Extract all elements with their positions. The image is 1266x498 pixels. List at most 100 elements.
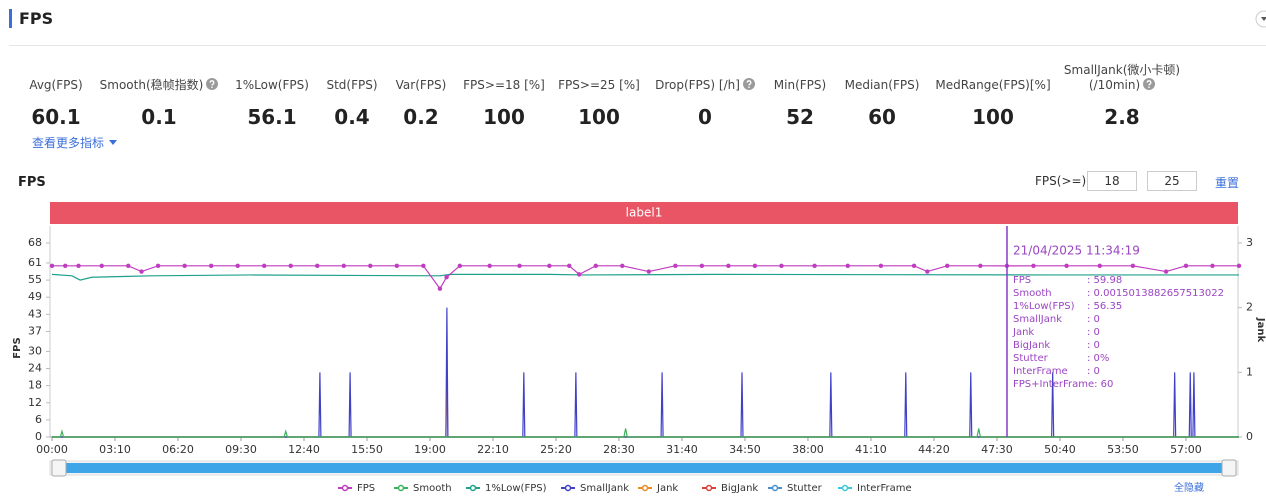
data-point: [1064, 263, 1069, 269]
data-point: [315, 263, 320, 269]
help-icon[interactable]: [206, 78, 219, 90]
y2-tick-label: 1: [1246, 365, 1253, 378]
data-point: [593, 263, 598, 269]
tooltip-value: : 0: [1087, 340, 1100, 351]
metric-label-text: Min(FPS): [773, 78, 827, 92]
legend-item[interactable]: SmallJank: [561, 483, 629, 494]
legend-swatch-dot: [564, 484, 572, 492]
metric-label-text: 1%Low(FPS): [235, 78, 309, 92]
legend-item[interactable]: BigJank: [702, 483, 758, 494]
series-line: [52, 428, 1239, 438]
x-tick-label: 57:00: [1170, 443, 1202, 456]
metric-label: Std(FPS): [272, 78, 432, 93]
data-point: [1097, 263, 1102, 269]
data-point: [673, 263, 678, 269]
legend-item[interactable]: Stutter: [768, 483, 823, 494]
x-tick-label: 38:00: [792, 443, 824, 456]
series-line: [52, 265, 1239, 290]
y-tick-label: 49: [28, 290, 42, 303]
y-tick-label: 12: [28, 396, 42, 409]
slider-range[interactable]: [60, 463, 1228, 473]
data-point: [978, 263, 983, 269]
metric-value: 56.1: [247, 105, 297, 129]
help-icon[interactable]: [742, 78, 755, 90]
data-point: [812, 263, 817, 269]
y-tick-label: 30: [28, 344, 42, 357]
data-point: [878, 263, 884, 269]
tooltip-name: 1%Low(FPS): [1013, 301, 1075, 312]
legend-label: 1%Low(FPS): [485, 483, 547, 494]
slider-handle[interactable]: [51, 459, 67, 477]
y-tick-label: 24: [28, 362, 42, 375]
data-point: [437, 286, 443, 291]
legend-item[interactable]: FPS: [338, 483, 375, 494]
data-point: [235, 263, 240, 269]
legend-swatch-dot: [841, 484, 849, 492]
collapse-button[interactable]: [1255, 10, 1266, 28]
y-tick-label: 61: [28, 256, 42, 269]
metric-label-text: Avg(FPS): [29, 78, 83, 92]
label-band-text: label1: [626, 206, 663, 220]
tooltip-value: : 0%: [1087, 353, 1109, 364]
tooltip-value: : 0: [1087, 327, 1100, 338]
metric-label: FPS>=25 [%]: [519, 78, 679, 93]
x-tick-label: 15:50: [351, 443, 383, 456]
legend-item[interactable]: Smooth: [394, 483, 452, 494]
metric-label: 1%Low(FPS): [192, 78, 352, 93]
data-point: [911, 263, 917, 269]
page-title: FPS: [19, 9, 54, 28]
metric-label-text: Var(FPS): [395, 78, 447, 92]
title-accent: [9, 9, 12, 28]
x-tick-label: 25:20: [540, 443, 572, 456]
metric-label-text: Drop(FPS) [/h]: [655, 78, 740, 92]
collapse-icon: [1261, 17, 1266, 21]
data-point: [517, 263, 522, 269]
tooltip-name: FPS: [1013, 275, 1031, 286]
metric-label-text: SmallJank(微小卡顿) (/10min): [1063, 63, 1181, 92]
reset-button[interactable]: 重置: [1215, 176, 1240, 190]
legend-label: BigJank: [721, 483, 758, 494]
legend-item[interactable]: InterFrame: [838, 483, 912, 494]
legend-swatch-dot: [341, 484, 349, 492]
data-point: [726, 263, 731, 269]
metric-value: 0.2: [403, 105, 439, 129]
x-tick-label: 53:50: [1107, 443, 1139, 456]
x-tick-label: 31:40: [666, 443, 698, 456]
metric-value: 52: [786, 105, 814, 129]
threshold-input[interactable]: 25: [1147, 171, 1197, 191]
slider-handle[interactable]: [1221, 459, 1237, 477]
metric-label: SmallJank(微小卡顿) (/10min): [1042, 63, 1202, 93]
data-point: [126, 263, 131, 269]
dropdown-arrow: [109, 140, 118, 145]
metric-value: 100: [972, 105, 1014, 129]
data-point: [63, 263, 68, 269]
data-point: [49, 263, 55, 269]
legend-item[interactable]: 1%Low(FPS): [466, 483, 547, 494]
data-point: [99, 263, 104, 269]
metric-label-text: FPS>=25 [%]: [558, 78, 640, 92]
tooltip-value: : 0: [1087, 366, 1100, 377]
metric-label: Smooth(稳帧指数): [79, 78, 239, 93]
x-tick-label: 47:30: [981, 443, 1013, 456]
data-point: [925, 269, 930, 274]
more-metrics-link[interactable]: 查看更多指标: [32, 134, 118, 151]
legend-label: Smooth: [413, 483, 452, 494]
y-tick-label: 43: [28, 307, 42, 320]
data-point: [1130, 263, 1136, 269]
y2-axis-title: Jank: [1255, 317, 1266, 343]
y-tick-label: 0: [35, 430, 42, 443]
threshold-input[interactable]: 18: [1087, 171, 1137, 191]
help-icon[interactable]: [1143, 78, 1156, 90]
metric-label: Var(FPS): [341, 78, 501, 93]
data-point: [457, 263, 463, 269]
data-point: [76, 263, 81, 269]
x-tick-label: 03:10: [99, 443, 131, 456]
data-point: [394, 263, 400, 269]
metric-label-text: FPS>=18 [%]: [463, 78, 545, 92]
legend-label: Jank: [656, 483, 678, 494]
legend-hide-all[interactable]: 全隐藏: [1174, 481, 1204, 494]
legend-item[interactable]: Jank: [638, 483, 678, 494]
y-tick-label: 68: [28, 236, 42, 249]
data-point: [1236, 263, 1242, 269]
legend-label: InterFrame: [857, 483, 912, 494]
